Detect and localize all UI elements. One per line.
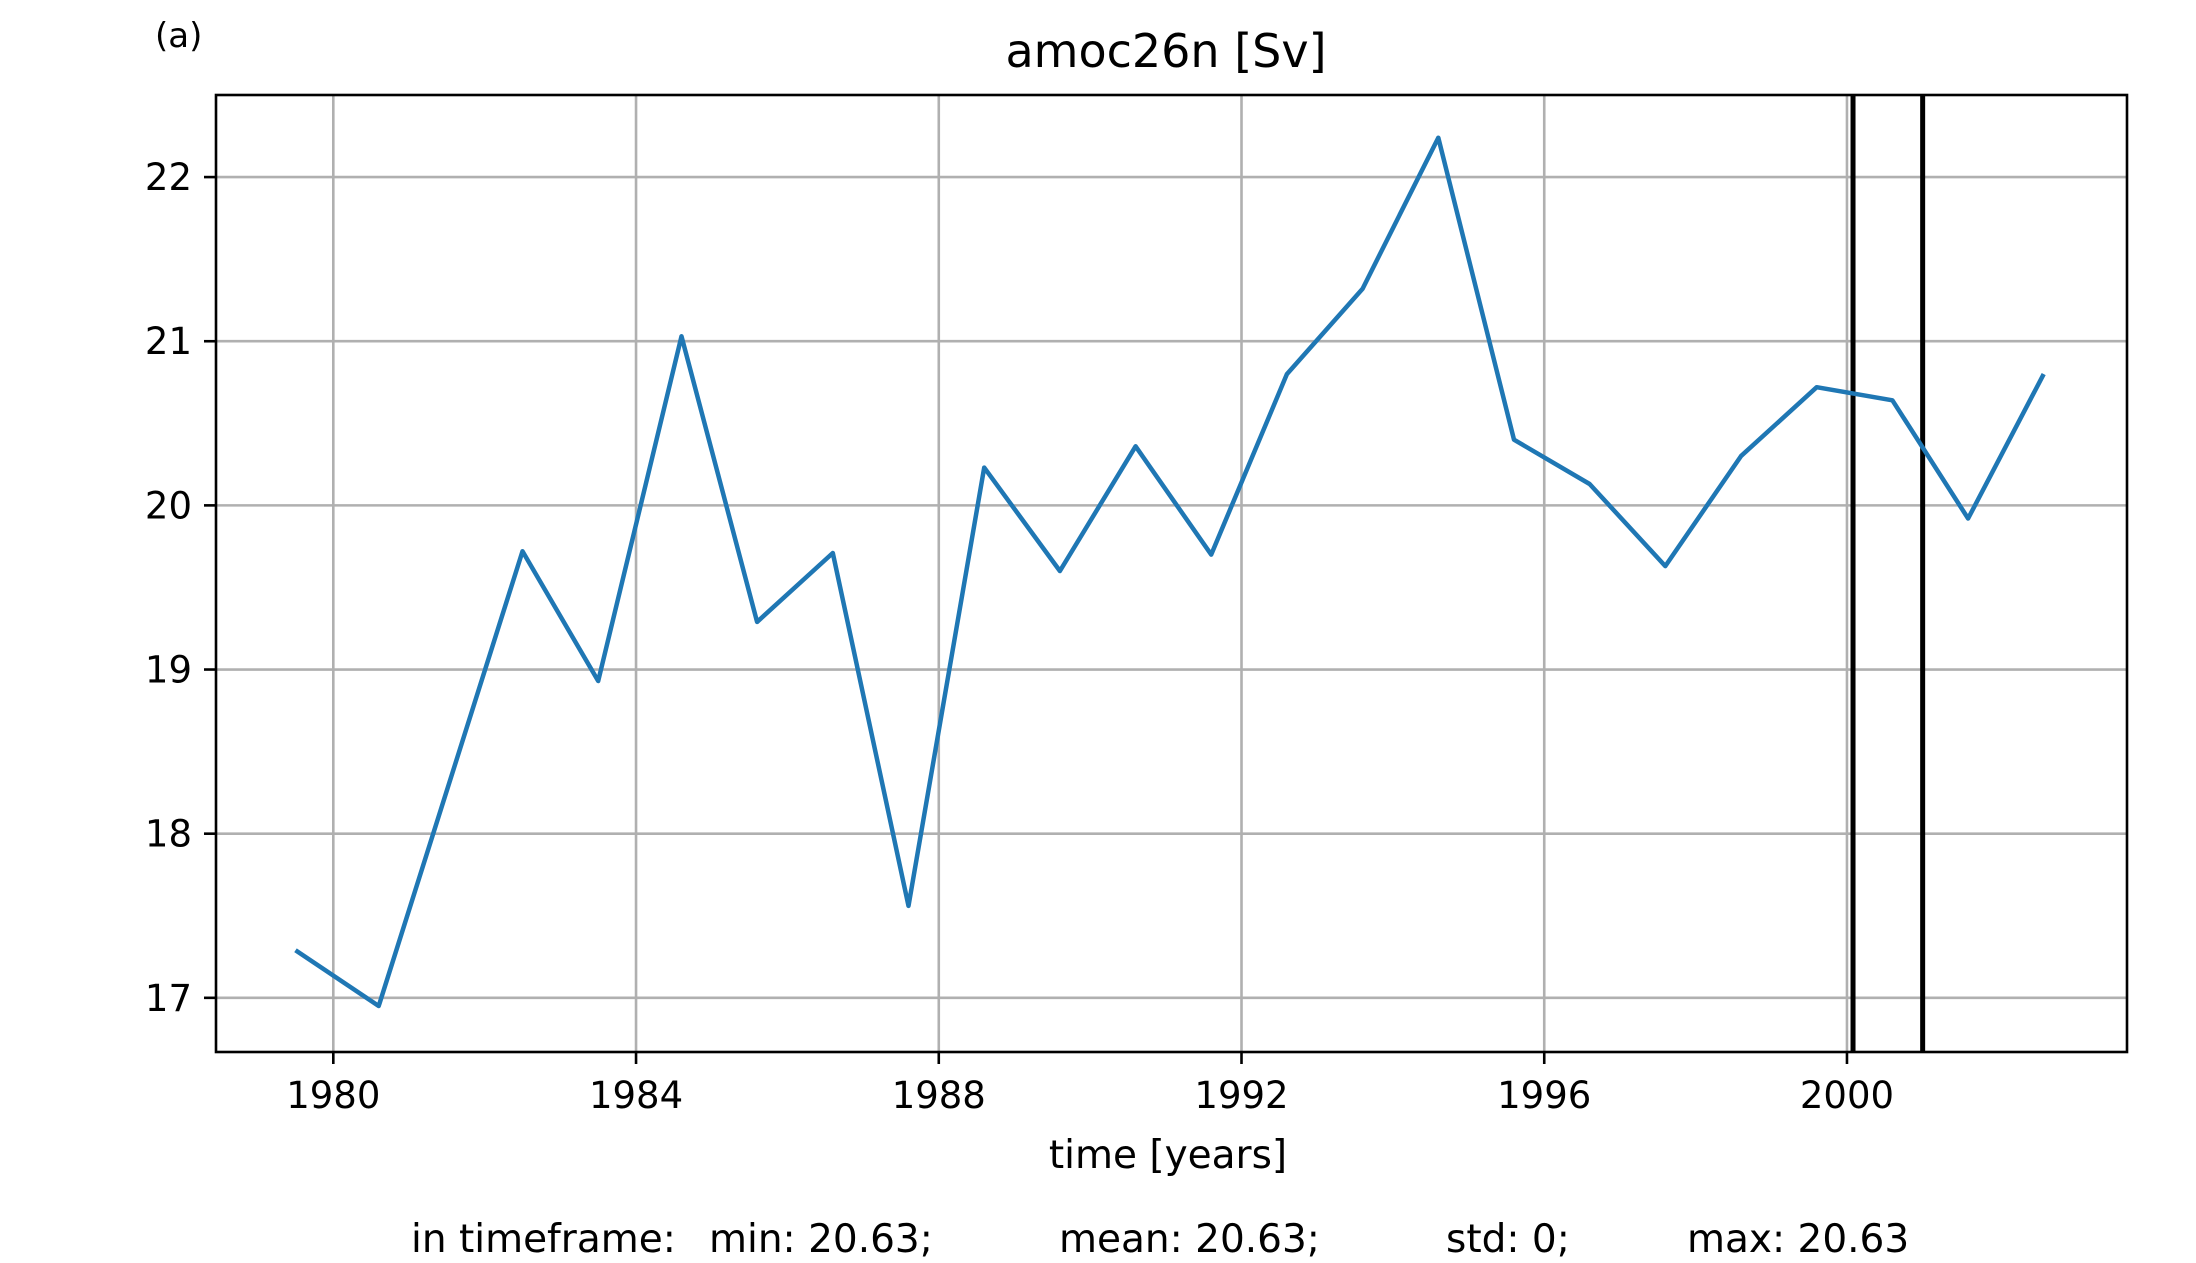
- x-tick-label: 2000: [1800, 1074, 1894, 1117]
- x-tick-label: 1992: [1194, 1074, 1288, 1117]
- x-tick-label: 1980: [286, 1074, 380, 1117]
- x-tick-label: 1996: [1497, 1074, 1591, 1117]
- panel-label: (a): [155, 16, 202, 56]
- y-tick-label: 20: [145, 484, 192, 527]
- marker-lines: [1850, 95, 1926, 1052]
- y-tick-label: 22: [145, 156, 192, 199]
- x-tick-label: 1984: [589, 1074, 683, 1117]
- y-tick-label: 21: [145, 320, 192, 363]
- stats-mean: mean: 20.63;: [1059, 1217, 1320, 1262]
- y-tick-label: 18: [145, 813, 192, 856]
- stats-std: std: 0;: [1446, 1217, 1570, 1262]
- chart-title: amoc26n [Sv]: [1005, 24, 1326, 78]
- stats-min: min: 20.63;: [709, 1217, 933, 1262]
- series-group: [294, 135, 2046, 1009]
- y-tick-label: 19: [145, 649, 192, 692]
- stats-prefix: in timeframe:: [411, 1217, 676, 1262]
- y-tick-label: 17: [145, 977, 192, 1020]
- x-tick-label: 1988: [892, 1074, 986, 1117]
- axis-ticks: 1980 1984 1988 1992 1996 2000 17 18 19 20 21 22: [145, 156, 1894, 1117]
- series-line: [294, 135, 2046, 1009]
- gridlines: [216, 95, 2127, 1052]
- x-axis-label: time [years]: [1049, 1133, 1287, 1178]
- plot-frame: [214, 93, 2129, 1054]
- stats-max: max: 20.63: [1687, 1217, 1909, 1262]
- stats-line: in timeframe: min: 20.63; mean: 20.63; s…: [411, 1217, 1909, 1262]
